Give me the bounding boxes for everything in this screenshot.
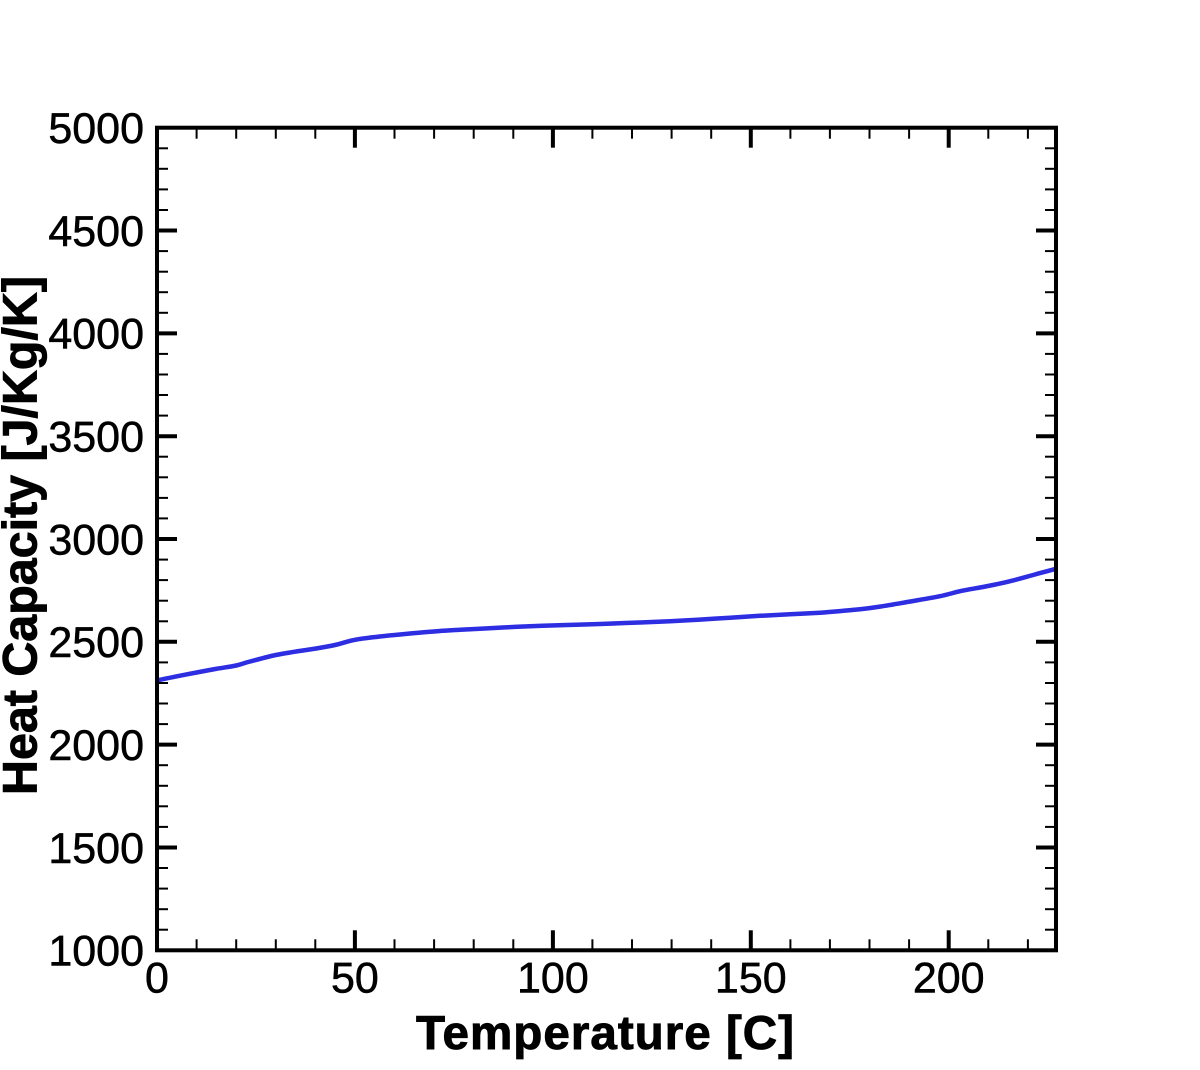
svg-text:2500: 2500 (48, 619, 144, 667)
svg-text:4000: 4000 (48, 311, 144, 359)
svg-text:3000: 3000 (48, 516, 144, 564)
svg-text:4500: 4500 (48, 208, 144, 256)
svg-text:0: 0 (145, 954, 169, 1002)
svg-text:1000: 1000 (48, 928, 144, 976)
svg-text:3500: 3500 (48, 414, 144, 462)
svg-text:Temperature [C]: Temperature [C] (416, 1007, 795, 1060)
svg-text:5000: 5000 (48, 105, 144, 153)
svg-text:50: 50 (331, 954, 379, 1002)
svg-text:150: 150 (715, 954, 787, 1002)
svg-text:200: 200 (913, 954, 985, 1002)
svg-text:Heat Capacity [J/Kg/K]: Heat Capacity [J/Kg/K] (0, 276, 48, 795)
svg-text:100: 100 (517, 954, 589, 1002)
svg-text:2000: 2000 (48, 722, 144, 770)
svg-text:1500: 1500 (48, 825, 144, 873)
